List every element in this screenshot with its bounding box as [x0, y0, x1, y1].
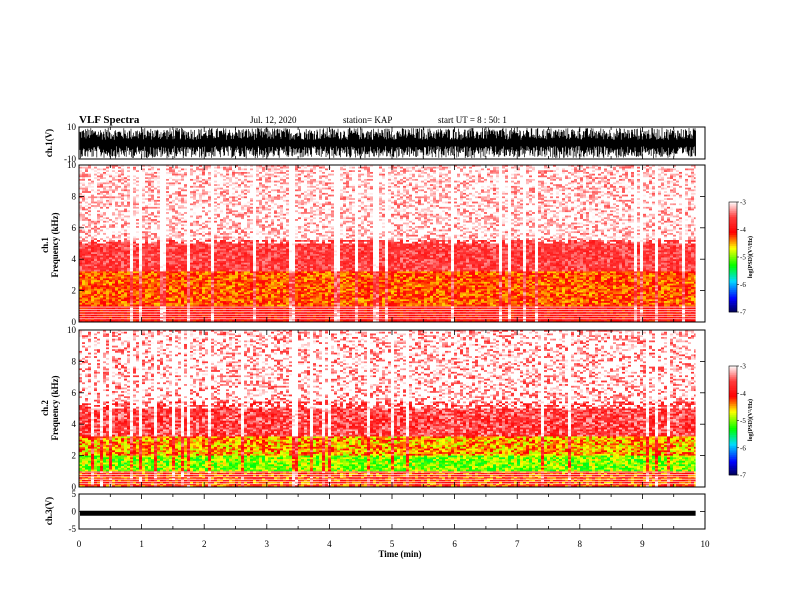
start-time-label: start UT = 8 : 50: 1 — [438, 115, 507, 125]
figure-title: VLF Spectra — [79, 114, 140, 126]
date-label: Jul. 12, 2020 — [250, 115, 297, 125]
station-label: station= KAP — [343, 115, 392, 125]
vlf-spectra-figure: VLF Spectra Jul. 12, 2020 station= KAP s… — [0, 0, 792, 612]
ch1-waveform-panel: 10-10 — [64, 122, 705, 164]
ch1-waveform-ytick-label: 10 — [67, 122, 77, 132]
ch1-waveform-trace — [80, 128, 696, 158]
